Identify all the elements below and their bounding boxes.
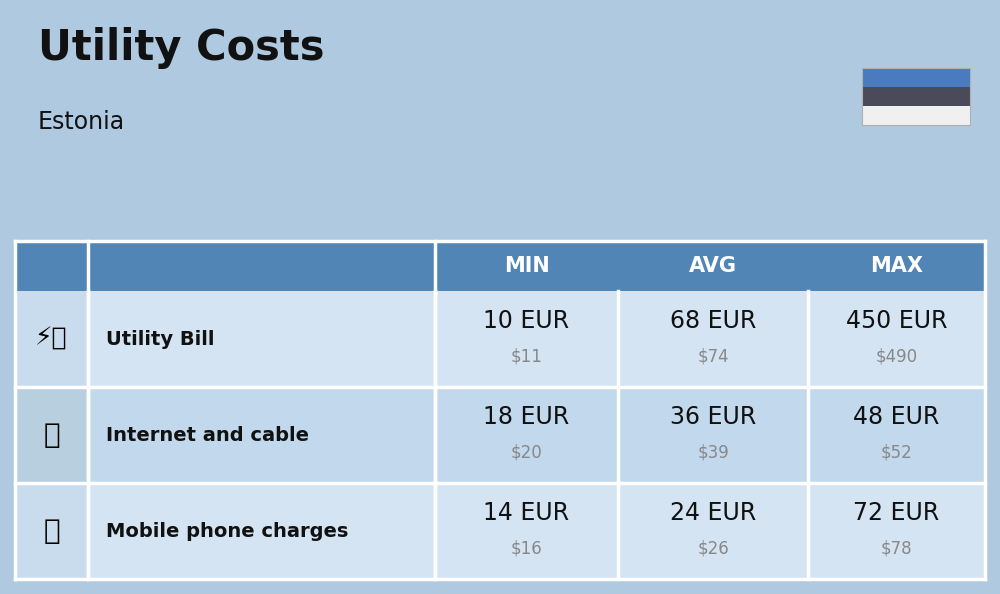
- Text: $490: $490: [875, 348, 918, 366]
- Text: $16: $16: [511, 540, 542, 558]
- Text: 24 EUR: 24 EUR: [670, 501, 756, 525]
- Bar: [88, 483, 985, 579]
- Text: 68 EUR: 68 EUR: [670, 309, 756, 333]
- Bar: [862, 87, 970, 106]
- Text: $11: $11: [511, 348, 542, 366]
- Text: $39: $39: [697, 444, 729, 462]
- Text: AVG: AVG: [689, 256, 737, 276]
- Text: 📡: 📡: [43, 421, 60, 449]
- Text: 48 EUR: 48 EUR: [853, 405, 940, 429]
- Text: Utility Bill: Utility Bill: [106, 330, 214, 349]
- Text: $20: $20: [511, 444, 542, 462]
- Text: MAX: MAX: [870, 256, 923, 276]
- Text: 36 EUR: 36 EUR: [670, 405, 756, 429]
- Text: 450 EUR: 450 EUR: [846, 309, 947, 333]
- Text: Internet and cable: Internet and cable: [106, 426, 309, 444]
- Text: Utility Costs: Utility Costs: [38, 27, 324, 69]
- Text: Mobile phone charges: Mobile phone charges: [106, 522, 348, 541]
- Text: 14 EUR: 14 EUR: [483, 501, 570, 525]
- Text: $26: $26: [697, 540, 729, 558]
- Text: 18 EUR: 18 EUR: [483, 405, 570, 429]
- Bar: [862, 68, 970, 87]
- Text: 10 EUR: 10 EUR: [483, 309, 570, 333]
- Bar: [15, 241, 985, 291]
- Bar: [15, 387, 88, 483]
- Text: ⚡🔌: ⚡🔌: [35, 327, 68, 351]
- Text: $78: $78: [881, 540, 912, 558]
- Text: 📱: 📱: [43, 517, 60, 545]
- Text: MIN: MIN: [504, 256, 549, 276]
- Bar: [15, 483, 88, 579]
- Bar: [15, 291, 88, 387]
- Bar: [88, 387, 985, 483]
- Bar: [88, 291, 985, 387]
- Bar: [862, 68, 970, 125]
- Text: $52: $52: [881, 444, 912, 462]
- Text: 72 EUR: 72 EUR: [853, 501, 940, 525]
- Text: $74: $74: [697, 348, 729, 366]
- Bar: [862, 106, 970, 125]
- Text: Estonia: Estonia: [38, 110, 125, 134]
